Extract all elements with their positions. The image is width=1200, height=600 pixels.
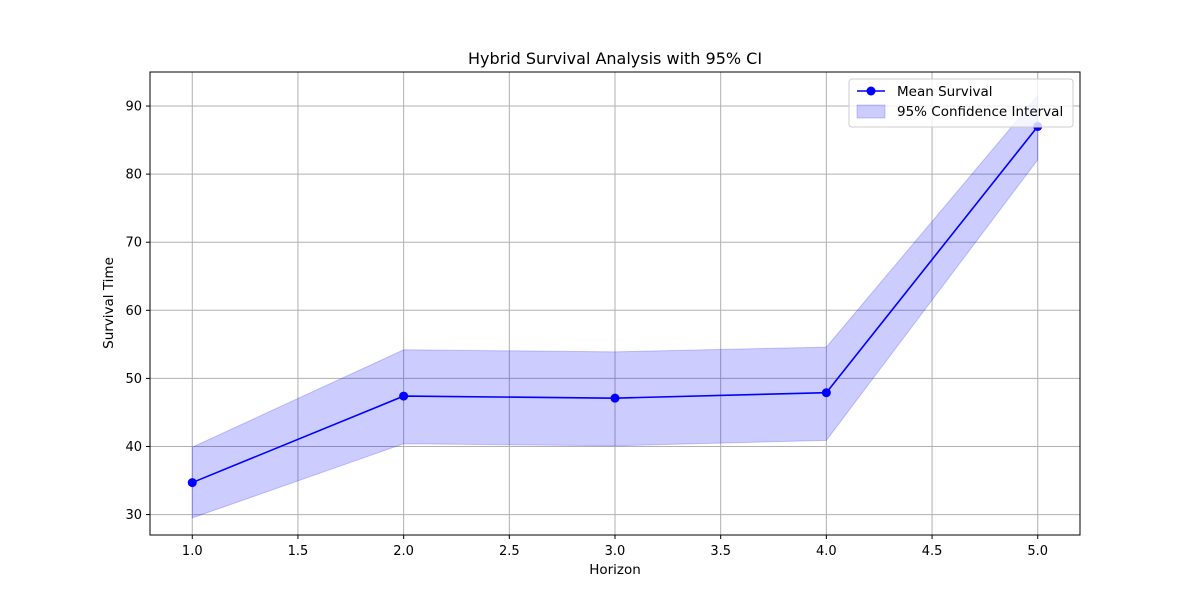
- y-tick-label: 80: [125, 168, 142, 183]
- legend-label-mean: Mean Survival: [897, 84, 993, 100]
- mean-survival-point: [610, 393, 620, 403]
- chart-title: Hybrid Survival Analysis with 95% CI: [468, 49, 762, 68]
- x-axis-label: Horizon: [589, 562, 641, 578]
- x-axis-ticks: 1.0 1.5 2.0 2.5 3.0 3.5 4.0 4.5 5.0: [182, 535, 1048, 559]
- y-tick-label: 40: [125, 440, 142, 455]
- x-tick-label: 4.0: [816, 544, 837, 559]
- x-tick-label: 3.0: [605, 544, 626, 559]
- y-tick-label: 70: [125, 236, 142, 251]
- grid-lines: [150, 72, 1080, 535]
- legend-marker-swatch: [866, 86, 876, 96]
- mean-survival-point: [821, 388, 831, 398]
- legend-band-swatch: [856, 104, 886, 119]
- x-tick-label: 5.0: [1027, 544, 1048, 559]
- x-tick-label: 2.0: [393, 544, 414, 559]
- legend-box: [848, 78, 1074, 128]
- mean-survival-point: [187, 478, 197, 488]
- mean-survival-point: [399, 391, 409, 401]
- x-tick-label: 1.0: [182, 544, 203, 559]
- y-tick-label: 60: [125, 304, 142, 319]
- x-tick-label: 1.5: [288, 544, 309, 559]
- x-tick-label: 2.5: [499, 544, 520, 559]
- confidence-interval-band: [191, 94, 1039, 519]
- confidence-band-layer: [191, 94, 1039, 519]
- y-tick-label: 90: [125, 100, 142, 115]
- legend-label-ci: 95% Confidence Interval: [897, 104, 1063, 120]
- y-tick-label: 50: [125, 372, 142, 387]
- legend: Mean Survival 95% Confidence Interval: [848, 78, 1074, 128]
- x-tick-label: 4.5: [922, 544, 943, 559]
- x-tick-label: 3.5: [710, 544, 731, 559]
- y-axis-label: Survival Time: [101, 257, 117, 349]
- y-axis-ticks: 30 40 50 60 70 80 90: [125, 100, 150, 523]
- y-tick-label: 30: [125, 508, 142, 523]
